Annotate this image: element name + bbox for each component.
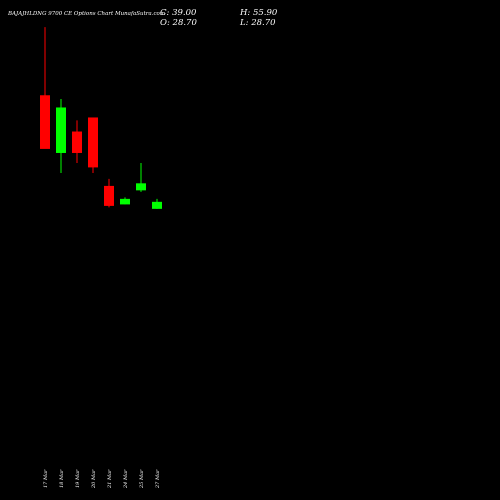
candle-18-mar — [56, 98, 66, 173]
candle-body — [72, 131, 82, 153]
candle-27-mar — [152, 198, 162, 209]
date-label: 25 Mar — [139, 469, 145, 489]
candle-body — [88, 117, 98, 168]
candle-24-mar — [120, 197, 130, 205]
candle-body — [120, 198, 130, 205]
candle-25-mar — [136, 162, 146, 192]
date-labels: 17 Mar 18 Mar 19 Mar 20 Mar 21 Mar 24 Mar 25 M… — [43, 469, 161, 489]
date-label: 17 Mar — [43, 469, 49, 488]
open-value: O: 28.70 — [160, 18, 197, 28]
chart-title: BAJAJHLDNG 9700 CE Options Chart MunafaS… — [8, 11, 166, 17]
candle-21-mar — [104, 178, 114, 208]
candle-body — [152, 201, 162, 209]
candle-body — [56, 107, 66, 153]
low-value: L: 28.70 — [240, 18, 276, 28]
close-value: C: 39.00 — [160, 8, 197, 18]
date-label: 19 Mar — [75, 469, 81, 488]
candles — [40, 27, 162, 209]
high-value: H: 55.90 — [240, 8, 278, 18]
candle-20-mar — [88, 117, 98, 173]
candle-19-mar — [72, 120, 82, 163]
candle-body — [136, 183, 146, 191]
candle-body — [40, 95, 50, 149]
date-label: 21 Mar — [107, 469, 113, 489]
candle-body — [104, 185, 114, 206]
date-label: 27 Mar — [155, 469, 161, 489]
date-label: 24 Mar — [123, 469, 129, 489]
candle-17-mar — [40, 27, 50, 149]
date-label: 18 Mar — [59, 469, 65, 488]
date-label: 20 Mar — [91, 469, 97, 489]
